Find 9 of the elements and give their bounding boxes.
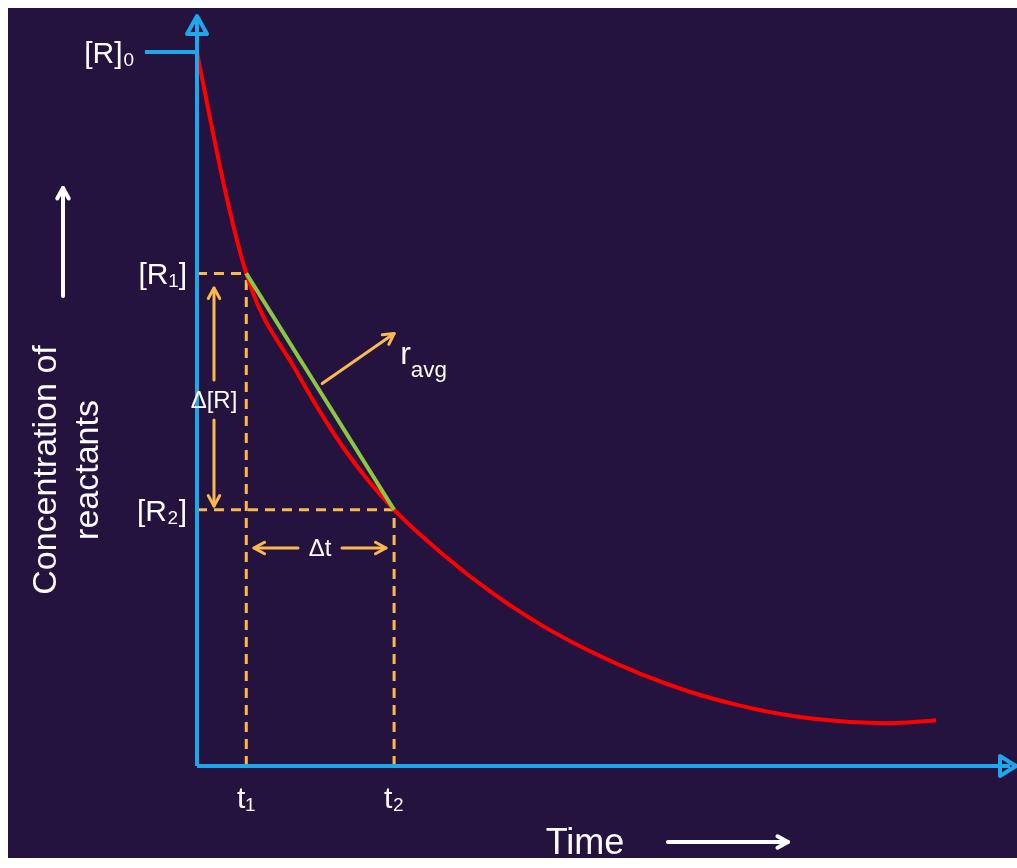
x-tick-label: t₁ [237,781,256,814]
text: r$_{avg}$ [400,334,447,382]
ref-line-label: [R₂] [137,493,187,527]
ref-line-label: [R]₀ [84,36,135,70]
annotation: Δt [308,534,332,561]
x-tick-label: t₂ [384,781,405,814]
y-axis-title: Concentration of reactants [24,344,106,597]
x-axis-title: Time [545,821,625,862]
ref-line-label: [R₁] [138,257,187,291]
